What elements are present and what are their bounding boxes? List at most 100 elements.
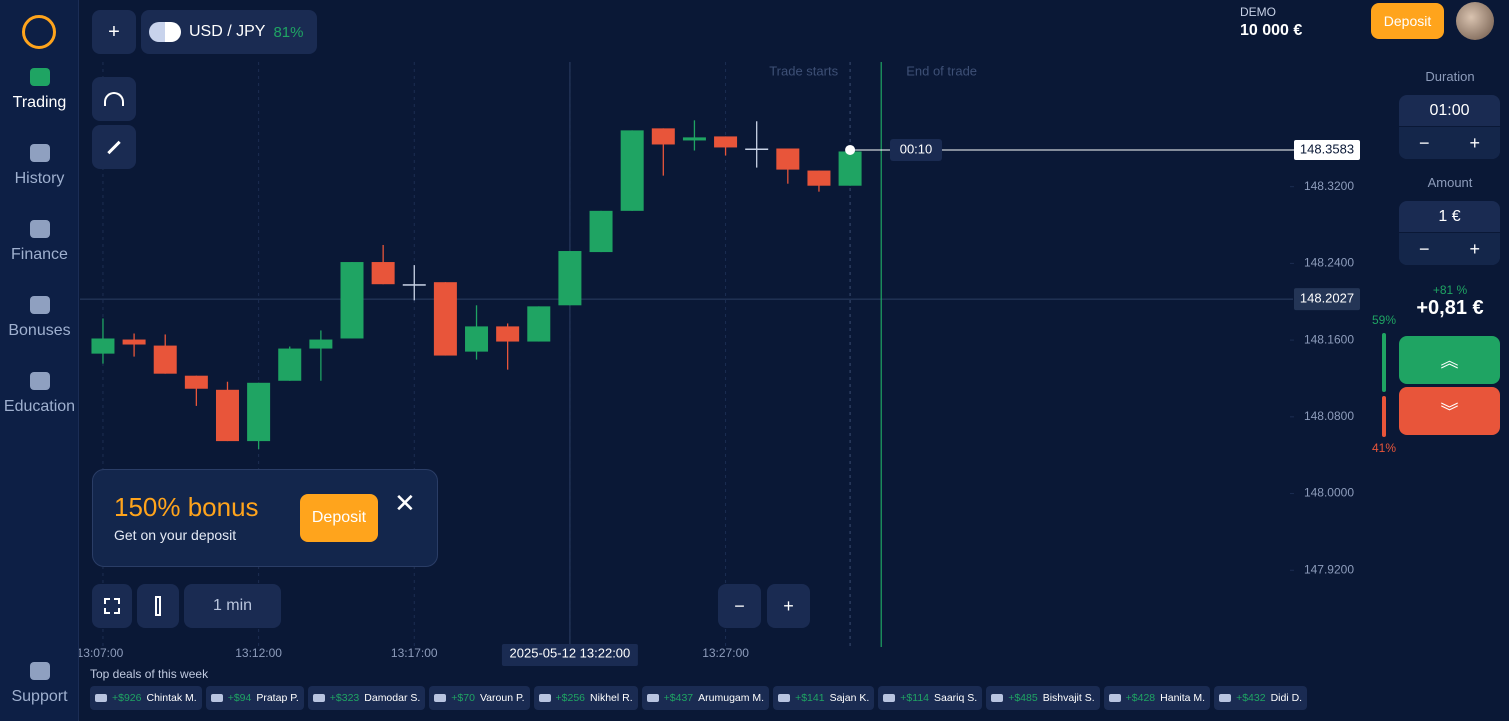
flag — [1219, 694, 1232, 702]
deal-amount: +$114 — [900, 692, 929, 704]
deal-amount: +$926 — [112, 692, 142, 704]
amount[interactable]: 1 € — [1438, 208, 1461, 225]
nav-item[interactable]: Finance — [0, 220, 79, 264]
deal[interactable]: +$94 Pratap P. — [205, 686, 304, 710]
deal-amount: +$485 — [1008, 692, 1038, 704]
duration-minus[interactable]: − — [1418, 133, 1430, 153]
sentiment-down-label: 41% — [1372, 441, 1396, 455]
duration-plus[interactable]: + — [1469, 133, 1480, 153]
nav-label: Education — [3, 398, 76, 415]
timeframe[interactable]: 1 min — [184, 584, 281, 628]
y-tick-label: 148.0000 — [1304, 486, 1354, 500]
deal-amount: +$70 — [451, 692, 475, 704]
x-tick-label: 13:27:00 — [702, 646, 749, 660]
deal-amount: +$323 — [329, 692, 360, 704]
zoom-out[interactable]: − — [718, 584, 761, 628]
nav-label: Trading — [12, 94, 67, 111]
nav-item[interactable]: Bonuses — [0, 296, 79, 340]
deal[interactable]: +$432 Didi D. — [1214, 686, 1308, 710]
account-type[interactable]: DEMO — [1240, 5, 1276, 19]
deal-name: Chintak M. — [146, 692, 197, 704]
avatar[interactable] — [1456, 2, 1494, 40]
deal[interactable]: +$485 Bishvajit S. — [986, 686, 1100, 710]
indicators-button[interactable] — [92, 77, 136, 121]
put-button[interactable]: ︾ — [1399, 387, 1500, 435]
deal-name: Hanita M. — [1160, 692, 1206, 704]
nav-item[interactable]: Trading — [0, 68, 79, 112]
zoom-in[interactable]: + — [767, 584, 810, 628]
deal-amount: +$256 — [555, 692, 586, 704]
sidebar: Trading History Finance Bonuses Education Sup… — [0, 0, 79, 721]
y-tick-label: 148.2400 — [1304, 256, 1354, 270]
duration-box: 01:00 − + — [1399, 95, 1500, 159]
sentiment-down — [1382, 396, 1386, 437]
x-tick-label: 13:12:00 — [235, 646, 282, 660]
deal-amount: +$437 — [663, 692, 694, 704]
deal[interactable]: +$70 Varoun P. — [429, 686, 530, 710]
nav-label: Bonuses — [8, 322, 71, 339]
flag — [312, 694, 325, 702]
deal[interactable]: +$428 Hanita M. — [1103, 686, 1211, 710]
deal-name: Nikhel R. — [590, 692, 633, 704]
call-button[interactable]: ︽ — [1399, 336, 1500, 384]
deal-name: Arumugam M. — [698, 692, 765, 704]
amount-minus[interactable]: − — [1418, 239, 1430, 259]
nav-icon — [29, 296, 50, 314]
deal[interactable]: +$437 Arumugam M. — [641, 686, 770, 710]
deal-name: Pratap P. — [256, 692, 299, 704]
deal-name: Bishvajit S. — [1042, 692, 1095, 704]
deposit-button[interactable]: Deposit — [1371, 3, 1444, 39]
deal[interactable]: +$323 Damodar S. — [307, 686, 426, 710]
candle-body — [465, 326, 489, 352]
candle-body — [309, 339, 333, 349]
deal-amount: +$141 — [795, 692, 825, 704]
close-button[interactable]: ✕ — [394, 488, 416, 518]
profit-percent: +81 % — [1432, 283, 1468, 297]
flag — [538, 694, 551, 702]
profit: +0,81 € — [1416, 297, 1484, 319]
nav-label: History — [14, 170, 65, 187]
nav-icon — [29, 68, 50, 86]
nav-item[interactable]: Support — [0, 662, 79, 706]
candle-body — [215, 389, 239, 442]
bonus-title: 150% bonus — [114, 492, 259, 522]
bonus-popup: 150% bonus Get on your deposit Deposit ✕ — [92, 469, 438, 567]
y-tick-label: 147.9200 — [1304, 562, 1354, 576]
flag — [1108, 694, 1121, 702]
amount-plus[interactable]: + — [1469, 239, 1480, 259]
bonus-deposit[interactable]: Deposit — [300, 494, 378, 542]
fullscreen-button[interactable] — [92, 584, 132, 628]
candle-body — [122, 339, 146, 345]
deal[interactable]: +$141 Sajan K. — [773, 686, 875, 710]
deal[interactable]: +$114 Saariq S. — [878, 686, 983, 710]
deal-amount: +$428 — [1125, 692, 1156, 704]
balance: 10 000 € — [1240, 22, 1303, 39]
nav-item[interactable]: Education — [0, 372, 79, 416]
flag — [95, 694, 107, 702]
deal[interactable]: +$926 Chintak M. — [90, 686, 202, 710]
nav-item[interactable]: History — [0, 144, 79, 188]
candle-body — [496, 326, 520, 342]
nav-icon — [29, 372, 50, 390]
candle-body — [402, 284, 426, 286]
deal-name: Didi D. — [1270, 692, 1303, 704]
nav-label: Support — [11, 688, 68, 705]
flag — [434, 694, 447, 702]
candle-body — [651, 128, 675, 145]
deals-ticker: +$926 Chintak M. +$94 Pratap P. +$323 Damodar… — [90, 686, 1308, 710]
nav-icon — [29, 220, 50, 238]
candle-body — [527, 306, 551, 342]
bonus-text: Get on your deposit — [114, 527, 237, 543]
deal[interactable]: +$256 Nikhel R. — [533, 686, 638, 710]
add-button[interactable]: + — [92, 10, 136, 54]
candle-body — [340, 262, 364, 339]
flag — [991, 694, 1004, 702]
nav-icon — [29, 144, 50, 162]
drawing-button[interactable] — [92, 125, 136, 169]
duration[interactable]: 01:00 — [1429, 102, 1470, 119]
end-of-trade-label: End of trade — [906, 63, 977, 78]
amount-label: Amount — [1427, 175, 1473, 190]
asset-selector[interactable]: USD / JPY 81% — [141, 10, 317, 54]
chart-type-button[interactable] — [137, 584, 179, 628]
